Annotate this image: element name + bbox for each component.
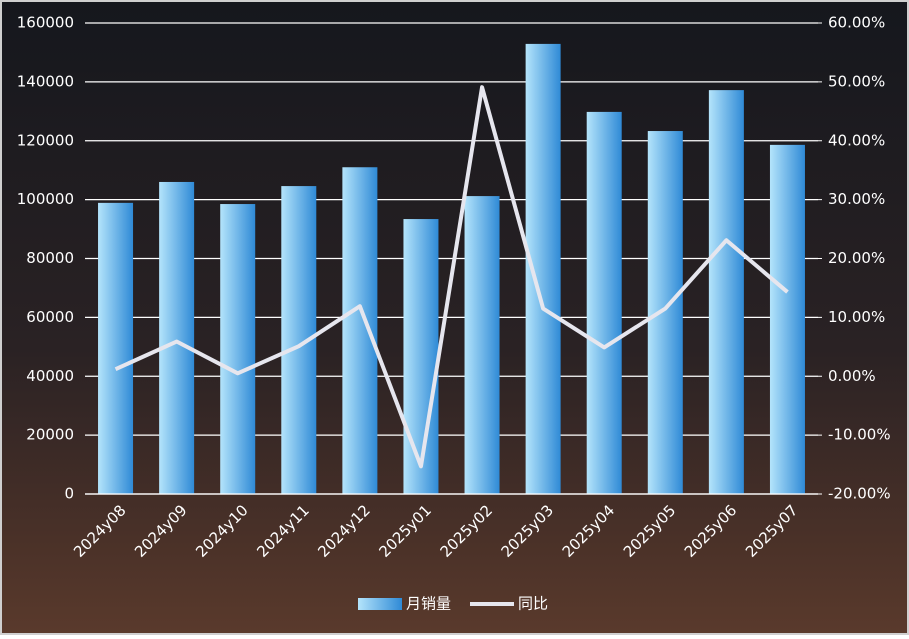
y2-tick-label: 30.00%: [828, 190, 885, 208]
bar: [98, 202, 134, 494]
legend-swatch: [358, 598, 402, 610]
y-tick-label: 20000: [26, 426, 74, 444]
y-tick-label: 40000: [26, 367, 74, 385]
y2-tick-label: 50.00%: [828, 72, 885, 90]
legend-label: 月销量: [406, 595, 451, 613]
bar: [708, 90, 744, 495]
y-tick-label: 60000: [26, 308, 74, 326]
y2-tick-label: 10.00%: [828, 308, 885, 326]
y-tick-label: 0: [64, 485, 74, 503]
y-tick-label: 140000: [17, 72, 74, 90]
bar: [464, 196, 500, 494]
bar: [220, 204, 256, 494]
bar: [586, 111, 622, 495]
bar: [769, 144, 805, 494]
bar: [159, 181, 195, 494]
legend-label: 同比: [518, 595, 548, 613]
line: [114, 85, 789, 469]
y-tick-label: 160000: [17, 14, 74, 32]
y2-tick-label: -10.00%: [828, 426, 891, 444]
y2-tick-label: 0.00%: [828, 367, 876, 385]
bar: [403, 219, 439, 494]
y2-tick-label: -20.00%: [828, 485, 891, 503]
bar: [647, 131, 683, 494]
y2-tick-label: 40.00%: [828, 131, 885, 149]
y-tick-label: 120000: [17, 131, 74, 149]
y2-tick-label: 60.00%: [828, 14, 885, 32]
y2-tick-label: 20.00%: [828, 249, 885, 267]
y-tick-label: 80000: [26, 249, 74, 267]
bar: [342, 167, 378, 494]
y-tick-label: 100000: [17, 190, 74, 208]
